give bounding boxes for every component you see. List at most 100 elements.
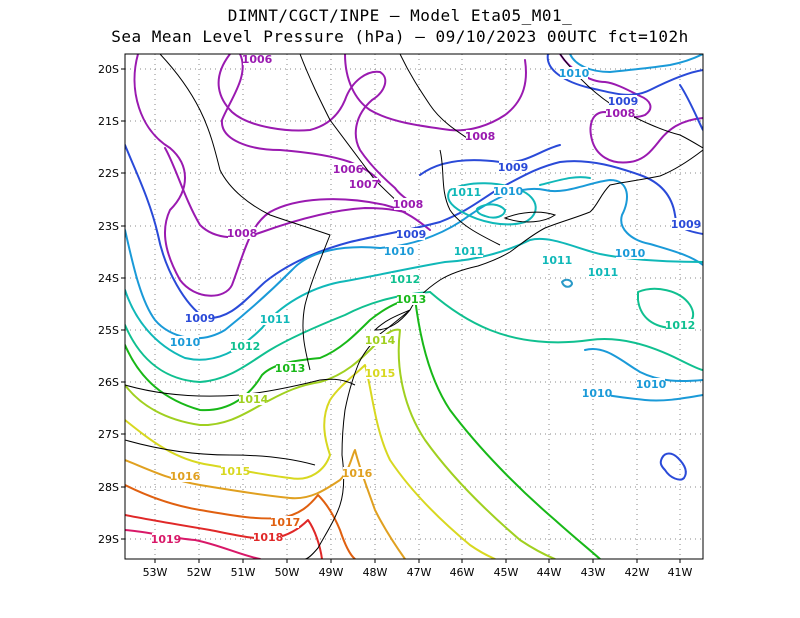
contour-label-bg — [397, 228, 425, 240]
lat-axis: 20S 21S 22S 23S 24S 25S 26S 27S 28S 29S — [98, 63, 125, 546]
coastline-layer — [125, 54, 703, 559]
isobar-1017 — [125, 484, 356, 559]
grid-lines — [125, 54, 703, 559]
lon-label: 44W — [537, 566, 562, 579]
contour-label-bg — [637, 378, 665, 390]
map-title-line1: DIMNT/CGCT/INPE – Model Eta05_M01_ — [227, 6, 573, 25]
contour-label: 1009 — [498, 161, 529, 174]
contour-label: 1015 — [365, 367, 396, 380]
contour-label: 1016 — [342, 467, 373, 480]
contour-label-bg — [228, 227, 256, 239]
contour-label-bg — [239, 393, 267, 405]
contour-label-bg — [494, 185, 522, 197]
contour-label-bg — [672, 218, 700, 230]
isobar-1016 — [125, 449, 406, 559]
contour-label-bg — [350, 178, 378, 190]
state-border-1 — [159, 54, 331, 236]
island-1 — [373, 309, 411, 331]
lat-label: 22S — [98, 167, 119, 180]
contour-label: 1014 — [238, 393, 269, 406]
isobar-1007 — [217, 54, 416, 206]
contour-label: 1011 — [454, 245, 485, 258]
lon-label: 42W — [625, 566, 650, 579]
contour-label-bg — [171, 336, 199, 348]
lat-label: 29S — [98, 533, 119, 546]
contour-label: 1011 — [542, 254, 573, 267]
isobar-1011 — [125, 237, 703, 361]
isobar-1011-east — [539, 176, 591, 186]
contour-label: 1008 — [465, 130, 496, 143]
lon-label: 53W — [143, 566, 168, 579]
isobar-1006-west — [133, 54, 431, 297]
contour-label: 1009 — [608, 95, 639, 108]
contour-label: 1013 — [396, 293, 427, 306]
lat-label: 20S — [98, 63, 119, 76]
contour-label: 1010 — [615, 247, 646, 260]
contour-label-bg — [560, 67, 588, 79]
contour-label: 1010 — [170, 336, 201, 349]
lon-label: 50W — [275, 566, 300, 579]
state-border-6 — [399, 54, 471, 141]
contour-label: 1008 — [227, 227, 258, 240]
isobar-1009-north — [419, 144, 561, 176]
contour-label: 1008 — [393, 198, 424, 211]
contour-label: 1011 — [260, 313, 291, 326]
contour-label: 1013 — [275, 362, 306, 375]
contour-label: 1012 — [390, 273, 421, 286]
contour-label: 1011 — [451, 186, 482, 199]
contour-label: 1010 — [636, 378, 667, 391]
contour-label-bg — [589, 266, 617, 278]
contour-label-bg — [394, 198, 422, 210]
contour-label-bg — [243, 53, 271, 65]
contour-label-bg — [366, 367, 394, 379]
contour-layer — [125, 54, 703, 559]
contour-label-bg — [186, 312, 214, 324]
isobar-1009-west — [125, 144, 703, 320]
lon-label: 41W — [668, 566, 693, 579]
contour-label-bg — [583, 387, 611, 399]
contour-label-bg — [391, 273, 419, 285]
contour-label: 1006 — [242, 53, 273, 66]
lat-label: 28S — [98, 481, 119, 494]
contour-label: 1016 — [170, 470, 201, 483]
isobar-1009-ne2 — [679, 84, 703, 131]
contour-label: 1008 — [605, 107, 636, 120]
lon-label: 49W — [319, 566, 344, 579]
contour-label: 1006 — [333, 163, 364, 176]
isobar-1008-b — [559, 54, 703, 164]
contour-label-bg — [254, 531, 282, 543]
contour-label: 1014 — [365, 334, 396, 347]
contour-label-bg — [366, 334, 394, 346]
lat-label: 25S — [98, 324, 119, 337]
isobar-1012-sw — [429, 291, 703, 371]
contour-label-bg — [609, 95, 637, 107]
lon-label: 52W — [187, 566, 212, 579]
isobar-1015 — [125, 364, 496, 559]
lon-label: 51W — [231, 566, 256, 579]
island-2 — [503, 211, 557, 223]
contour-label-bg — [231, 340, 259, 352]
contour-label: 1011 — [588, 266, 619, 279]
contour-label: 1019 — [151, 533, 182, 546]
contour-label-bg — [466, 130, 494, 142]
contour-label: 1009 — [185, 312, 216, 325]
contour-label-bg — [334, 163, 362, 175]
contour-label-bg — [221, 465, 249, 477]
state-border-8 — [439, 149, 501, 246]
contour-label-bg — [616, 247, 644, 259]
lat-label: 21S — [98, 115, 119, 128]
lon-label: 45W — [494, 566, 519, 579]
contour-label-bg — [343, 467, 371, 479]
contour-label: 1009 — [396, 228, 427, 241]
lon-label: 43W — [581, 566, 606, 579]
contour-label-bg — [606, 107, 634, 119]
contour-label-bg — [171, 470, 199, 482]
map-title-line2: Sea Mean Level Pressure (hPa) – 09/10/20… — [111, 27, 689, 46]
lon-label: 47W — [407, 566, 432, 579]
contour-labels: 1006100610071008100810081008100910091009… — [151, 53, 701, 546]
isobar-1010-north — [569, 54, 703, 73]
lat-label: 26S — [98, 376, 119, 389]
isobar-1009-ne — [546, 54, 703, 96]
